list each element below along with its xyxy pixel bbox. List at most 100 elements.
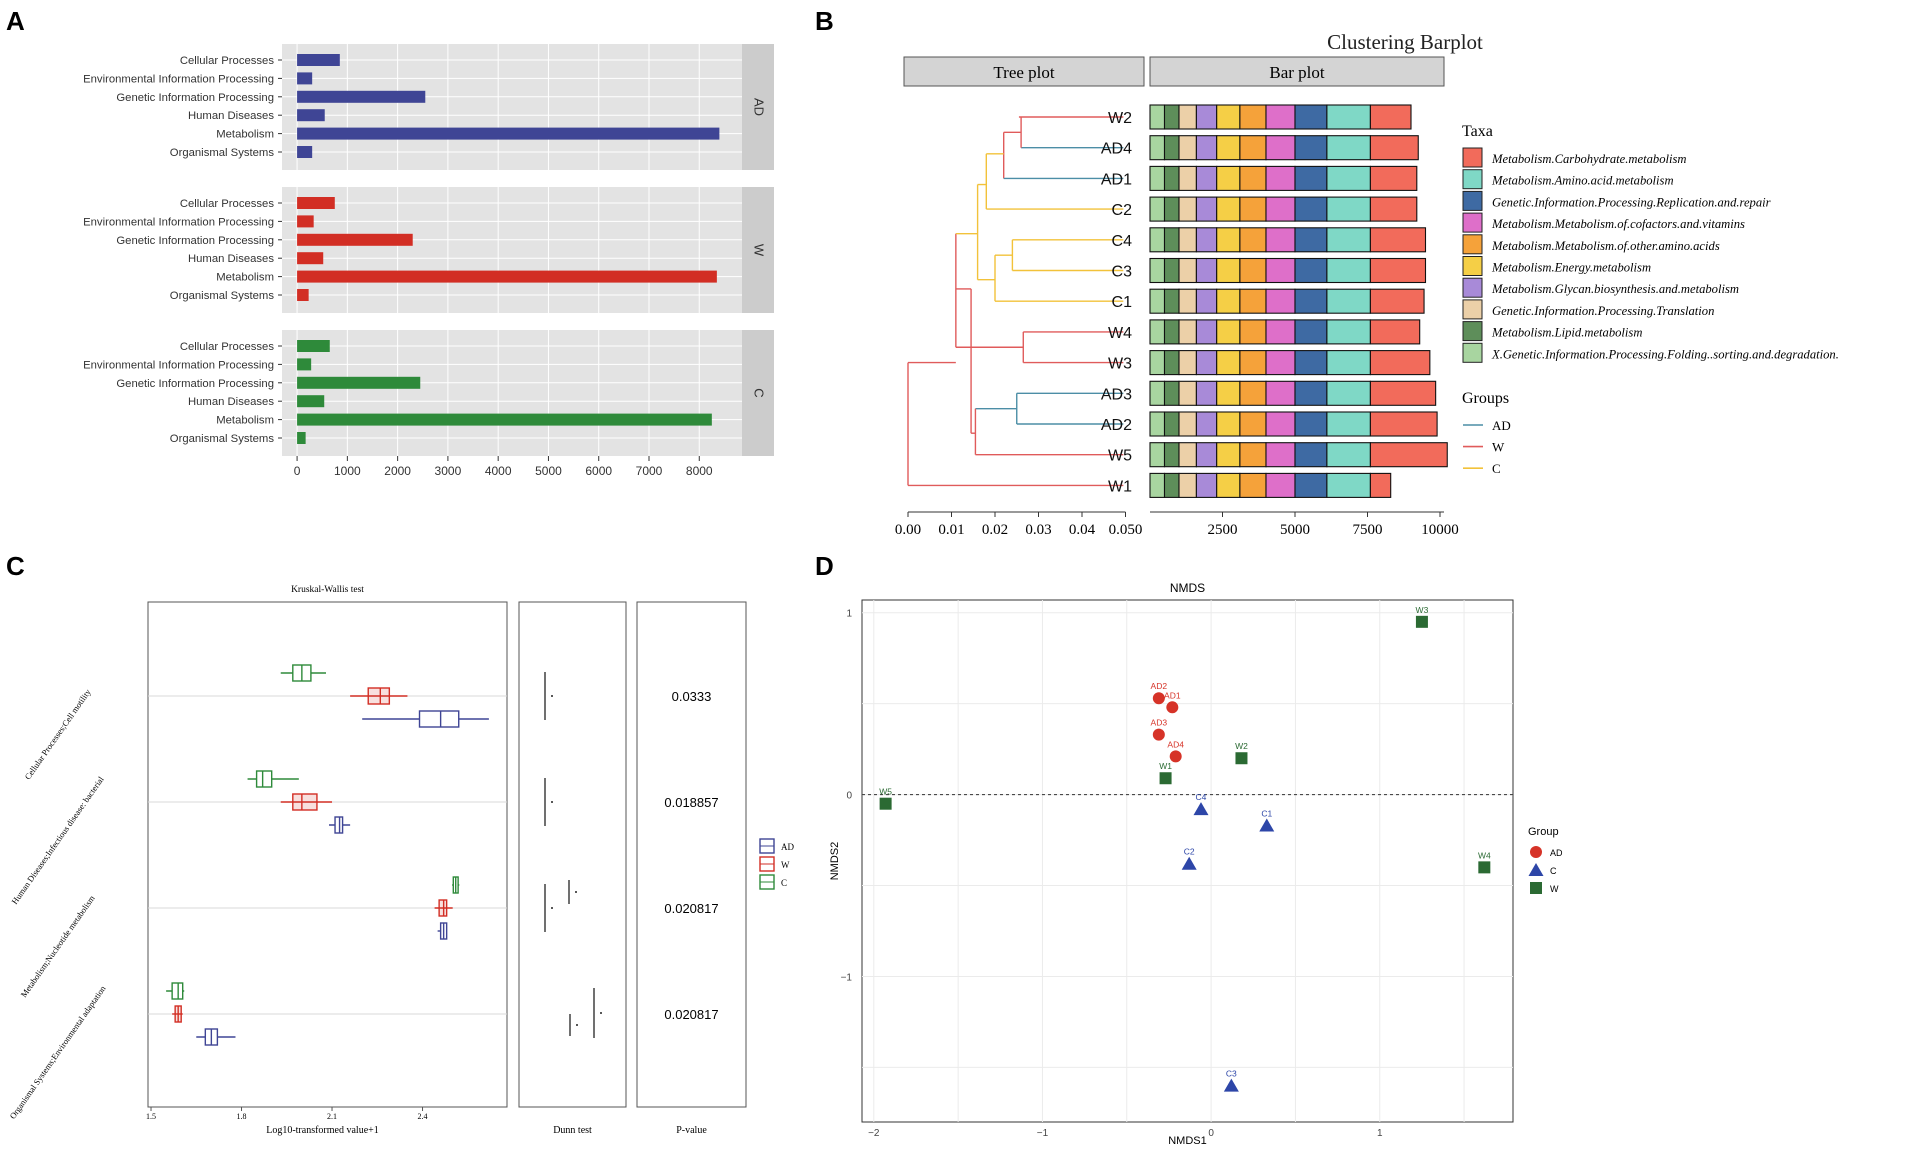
segment [1163, 104, 1180, 130]
segment [1239, 227, 1267, 253]
x-tick-label: 8000 [686, 464, 713, 478]
taxa-legend-label: Metabolism.Energy.metabolism [1491, 261, 1651, 275]
x-tick-label: 5000 [535, 464, 562, 478]
facet-strip [742, 330, 774, 456]
category-label: Metabolism [216, 272, 274, 284]
x-tick-label: 1.5 [146, 1112, 156, 1121]
marker-C2 [1181, 856, 1197, 870]
segment [1294, 380, 1328, 406]
segment [1163, 196, 1180, 222]
bar-W-1 [297, 215, 314, 228]
marker-AD2 [1152, 692, 1165, 705]
feature-label: Cellular Processes;Cell motility [22, 687, 93, 782]
category-label: Environmental Information Processing [83, 216, 274, 228]
segment [1195, 165, 1218, 191]
segment [1265, 135, 1296, 161]
point-label: AD4 [1167, 739, 1184, 749]
point-label: AD1 [1164, 690, 1181, 700]
point-C2: C2 [1181, 847, 1197, 870]
pvalue-label: 0.020817 [664, 1007, 718, 1022]
marker-W2 [1235, 752, 1248, 765]
bar-C-4 [297, 413, 712, 426]
panel-label-C: C [6, 551, 25, 581]
segment [1239, 257, 1267, 284]
segment [1149, 319, 1166, 345]
point-label: AD2 [1151, 681, 1168, 691]
box-W [292, 793, 318, 811]
point-AD1: AD1 [1164, 690, 1181, 714]
bar-AD-3 [297, 109, 325, 122]
sample-label-W5: W5 [1108, 448, 1132, 465]
segment [1369, 165, 1418, 191]
tree-tick-label: 0.01 [938, 522, 964, 538]
stacked-bar-AD4 [1149, 135, 1419, 161]
segment [1216, 411, 1241, 437]
bar-W-5 [297, 289, 309, 301]
segment [1265, 227, 1296, 253]
segment [1149, 472, 1166, 498]
segment [1149, 411, 1166, 437]
segment [1195, 472, 1218, 498]
pvalue-label: 0.0333 [672, 689, 712, 704]
x-axis-title: NMDS1 [1168, 1135, 1207, 1147]
sample-label-W4: W4 [1108, 325, 1132, 342]
segment [1239, 411, 1267, 437]
point-label: W1 [1159, 761, 1172, 771]
taxa-key [1462, 342, 1483, 363]
facet-panel [282, 44, 742, 170]
segment [1265, 411, 1296, 437]
segment [1195, 319, 1218, 345]
point-label: C4 [1196, 792, 1207, 802]
tree-tick-label: 0.04 [1069, 522, 1096, 538]
point-W2: W2 [1235, 741, 1248, 765]
taxa-legend-label: X.Genetic.Information.Processing.Folding… [1491, 347, 1839, 361]
tree-tick-label: 0.00 [895, 522, 921, 538]
facet-AD: AD Cellular Processes Environmental Inform… [83, 44, 774, 170]
panel-label-A: A [6, 6, 25, 36]
segment [1163, 472, 1180, 498]
x-tick-label: 0 [1208, 1128, 1214, 1139]
legend-label: AD [781, 842, 794, 852]
x-tick-label: −1 [1037, 1128, 1049, 1139]
segment [1216, 442, 1241, 468]
segment [1195, 257, 1218, 284]
taxa-key [1462, 299, 1483, 320]
point-label: W5 [879, 787, 892, 797]
category-label: Human Diseases [188, 253, 274, 265]
category-label: Genetic Information Processing [116, 235, 274, 247]
clustering-title: Clustering Barplot [1327, 30, 1483, 54]
x-tick-label: 3000 [435, 464, 462, 478]
legend-label: C [781, 878, 787, 888]
nmds-legend-label: AD [1550, 848, 1563, 858]
pvalue-frame [636, 601, 747, 1108]
facet-panel [282, 187, 742, 313]
segment [1239, 288, 1267, 314]
segment [1149, 104, 1166, 130]
stacked-bar-W2 [1149, 104, 1412, 130]
tree-tick-label: 0.02 [982, 522, 1008, 538]
segment [1326, 380, 1371, 406]
segment [1265, 104, 1296, 130]
legend-marker-W [1530, 882, 1542, 894]
taxa-key [1462, 169, 1483, 190]
taxa-key [1462, 321, 1483, 342]
feature-row-3: Organismal Systems;Environmental adaptat… [7, 982, 236, 1121]
stacked-bar-W4 [1149, 319, 1421, 345]
segment [1265, 196, 1296, 222]
sample-label-C3: C3 [1112, 264, 1133, 281]
dunn-dot [600, 1012, 602, 1014]
segment [1178, 227, 1197, 253]
dunn-dot [551, 801, 553, 803]
category-label: Organismal Systems [170, 433, 275, 445]
stacked-bar-W5 [1149, 442, 1448, 468]
segment [1216, 196, 1241, 222]
dunn-dot [551, 695, 553, 697]
feature-row-1: Human Diseases;Infectious disease: bacte… [9, 770, 351, 906]
bar-AD-1 [297, 72, 313, 85]
facet-panel [282, 330, 742, 456]
bar-tick-label: 7500 [1353, 522, 1383, 538]
segment [1369, 472, 1392, 498]
bar-AD-4 [297, 127, 720, 140]
point-label: W2 [1235, 741, 1248, 751]
segment [1216, 472, 1241, 498]
